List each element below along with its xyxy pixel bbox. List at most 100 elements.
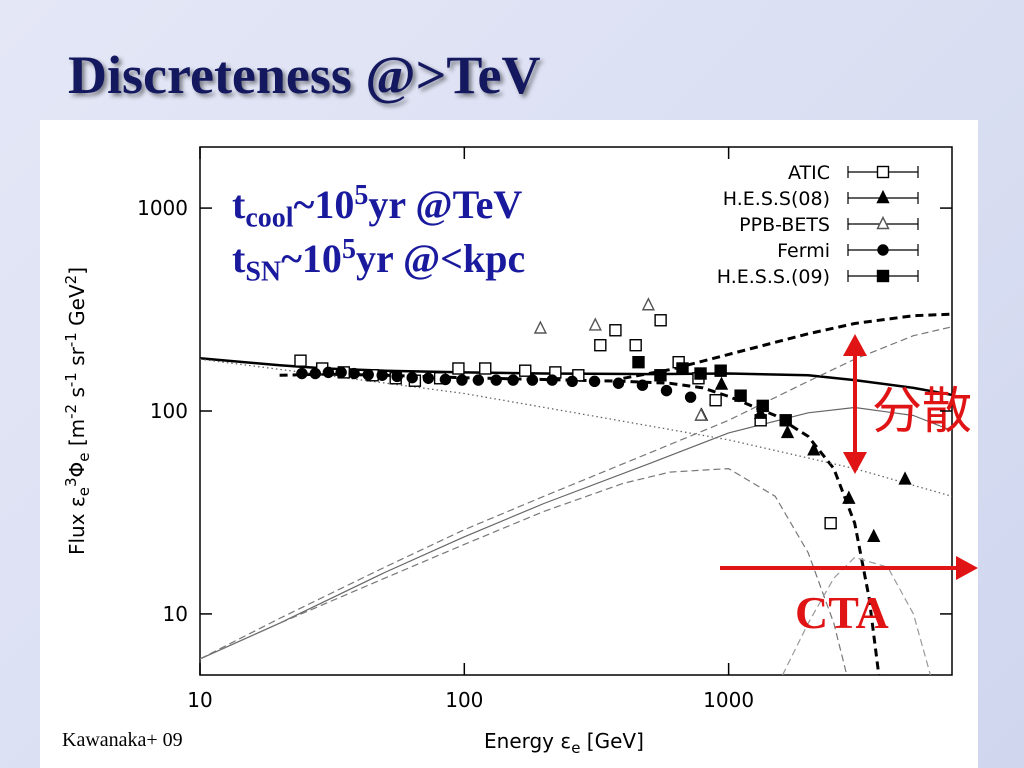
data-points (294, 297, 912, 542)
x-axis-label-part: e (571, 739, 580, 757)
marker (479, 362, 492, 375)
x-axis-label: Energy εe [GeV] (484, 729, 644, 757)
legend-label: ATIC (788, 162, 830, 184)
marker (694, 407, 708, 421)
cooling-annotation-part: yr @TeV (368, 182, 522, 227)
marker (779, 414, 792, 427)
marker (588, 375, 601, 388)
marker (714, 376, 729, 390)
cooling-annotation-part: t (232, 182, 246, 227)
cta-label: CTA (795, 587, 889, 638)
y-tick-label: 10 (163, 602, 188, 626)
y-axis-label-part: Flux ε (65, 496, 89, 555)
marker (566, 375, 578, 388)
marker (641, 297, 656, 311)
model-curve (782, 556, 931, 675)
model-curve (200, 406, 952, 660)
legend-marker (876, 215, 890, 230)
y-axis-label-part: e (75, 453, 93, 462)
legend-marker (877, 244, 889, 256)
marker (807, 442, 821, 456)
marker (472, 374, 485, 386)
supernova-annotation-part: t (232, 236, 246, 281)
marker (824, 516, 837, 530)
x-tick-label: 10 (187, 688, 212, 712)
x-tick-label: 100 (445, 688, 483, 712)
y-axis-label-part: 3 (62, 478, 80, 488)
y-axis-label-part: 2 (62, 275, 80, 285)
y-axis-label-part: s (65, 387, 89, 404)
supernova-annotation: tSN~105yr @<kpc (232, 234, 525, 287)
marker (572, 369, 585, 382)
model-curve (200, 326, 952, 660)
supernova-annotation-part: ~10 (281, 236, 342, 281)
marker (296, 367, 308, 380)
marker (753, 405, 768, 419)
cta-arrow (720, 556, 978, 580)
marker (490, 374, 502, 386)
arrow-head (843, 334, 867, 356)
marker (507, 374, 519, 386)
credit: Kawanaka+ 09 (62, 729, 183, 751)
y-axis-label-part: GeV (65, 284, 89, 332)
marker (734, 389, 747, 402)
marker (842, 490, 856, 504)
marker (588, 317, 602, 331)
model-curve (623, 312, 952, 380)
marker (714, 364, 727, 377)
legend-marker (876, 189, 890, 204)
marker (867, 528, 881, 542)
x-axis-label-part: [GeV] (580, 729, 643, 753)
marker (422, 372, 435, 384)
marker (322, 366, 335, 379)
marker (362, 368, 374, 381)
legend-label: H.E.S.S.(09) (717, 266, 830, 288)
slide-title: Discreteness @>TeV (68, 45, 541, 105)
y-tick-label: 100 (150, 399, 188, 423)
marker (294, 354, 307, 367)
marker (709, 394, 722, 407)
marker (452, 362, 465, 375)
marker (439, 373, 452, 386)
y-axis-label-part: -1 (62, 332, 80, 347)
marker (654, 314, 667, 327)
marker (526, 374, 539, 386)
dispersion-label: 分散 (872, 382, 972, 440)
legend-label: H.E.S.S(08) (723, 188, 830, 210)
y-tick-label: 1000 (137, 196, 188, 220)
cooling-annotation-part: cool (245, 202, 293, 233)
y-axis-label-part: Φ (65, 462, 89, 478)
marker (533, 320, 548, 334)
arrow-head (843, 452, 867, 474)
dispersion-arrow (843, 334, 867, 474)
marker (660, 384, 673, 397)
marker (684, 391, 697, 403)
supernova-annotation-part: SN (245, 256, 281, 287)
marker (309, 367, 321, 380)
marker (546, 374, 558, 386)
marker (391, 370, 403, 383)
x-tick-label: 1000 (703, 688, 754, 712)
supernova-annotation-part: 5 (342, 234, 356, 265)
y-axis-label-part: sr (65, 346, 89, 372)
marker (694, 367, 707, 380)
legend-marker (876, 165, 890, 179)
marker (609, 324, 622, 337)
marker (348, 367, 360, 380)
y-axis-label-part: [m (65, 419, 89, 453)
y-axis-label-part: e (75, 487, 93, 496)
marker (594, 338, 607, 352)
supernova-annotation-part: yr @<kpc (356, 236, 525, 281)
legend-label: PPB-BETS (739, 214, 830, 236)
cooling-annotation-part: ~10 (294, 182, 355, 227)
cooling-annotation-part: 5 (354, 180, 368, 211)
marker (376, 369, 388, 381)
y-axis-label-part: -1 (62, 372, 80, 387)
marker (406, 371, 418, 384)
y-axis-label-part: -2 (62, 404, 80, 419)
x-axis-label-part: Energy ε (484, 729, 571, 753)
marker (612, 377, 625, 389)
legend-label: Fermi (777, 240, 830, 262)
